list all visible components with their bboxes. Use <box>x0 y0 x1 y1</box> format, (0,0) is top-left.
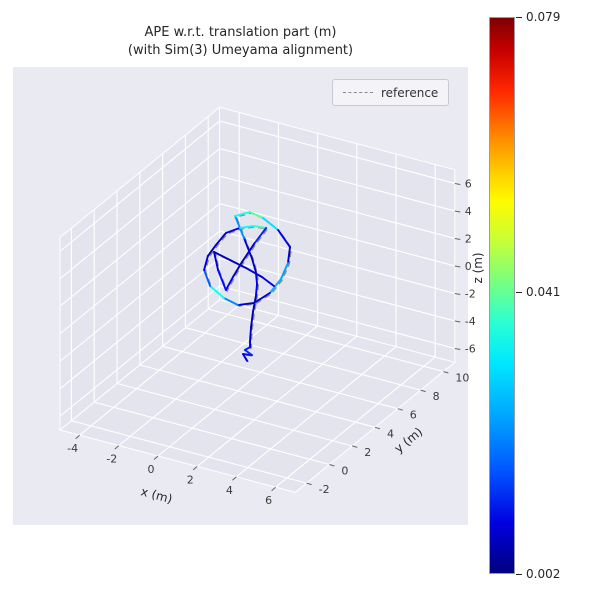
svg-text:0: 0 <box>148 463 155 476</box>
pane-floor <box>58 299 456 493</box>
colorbar <box>489 17 515 574</box>
svg-text:4: 4 <box>387 427 394 440</box>
svg-text:2: 2 <box>364 446 371 459</box>
svg-text:-4: -4 <box>67 442 78 455</box>
svg-text:6: 6 <box>265 494 272 507</box>
colorbar-tick <box>516 574 522 575</box>
colorbar-tick-label: 0.041 <box>526 284 561 299</box>
axis-ticks: -4 -2 0 2 4 6 -2 0 2 4 6 8 10 -6 -4 -2 0 2 4 6 <box>67 177 476 507</box>
svg-text:-4: -4 <box>465 315 476 328</box>
colorbar-tick <box>516 291 522 293</box>
z-axis-label: z (m) <box>471 252 485 283</box>
svg-text:6: 6 <box>410 409 417 422</box>
legend-label: reference <box>381 85 439 100</box>
svg-text:6: 6 <box>465 177 472 190</box>
svg-text:0: 0 <box>465 260 472 273</box>
svg-text:-6: -6 <box>465 342 476 355</box>
svg-text:2: 2 <box>465 232 472 245</box>
reference-path <box>204 212 293 363</box>
svg-text:-2: -2 <box>319 483 330 496</box>
colorbar-tick-label: 0.002 <box>526 567 561 581</box>
svg-text:10: 10 <box>455 372 469 385</box>
svg-text:0: 0 <box>341 465 348 478</box>
colorbar-tick-label: 0.079 <box>526 10 561 24</box>
reference-dashed-line-sample <box>343 92 373 93</box>
legend: reference <box>332 79 450 106</box>
pane-wall-x <box>59 106 221 432</box>
svg-text:4: 4 <box>465 205 472 218</box>
trajectory-path <box>203 210 291 362</box>
svg-text:-2: -2 <box>465 287 476 300</box>
svg-text:8: 8 <box>433 390 440 403</box>
chart-title: APE w.r.t. translation part (m) (with Si… <box>13 24 468 60</box>
svg-text:4: 4 <box>226 484 233 497</box>
svg-text:-2: -2 <box>106 453 117 466</box>
svg-text:2: 2 <box>187 473 194 486</box>
chart-title-line1: APE w.r.t. translation part (m) <box>144 25 337 40</box>
colorbar-tick <box>516 17 522 18</box>
chart-title-line2: (with Sim(3) Umeyama alignment) <box>127 43 354 58</box>
